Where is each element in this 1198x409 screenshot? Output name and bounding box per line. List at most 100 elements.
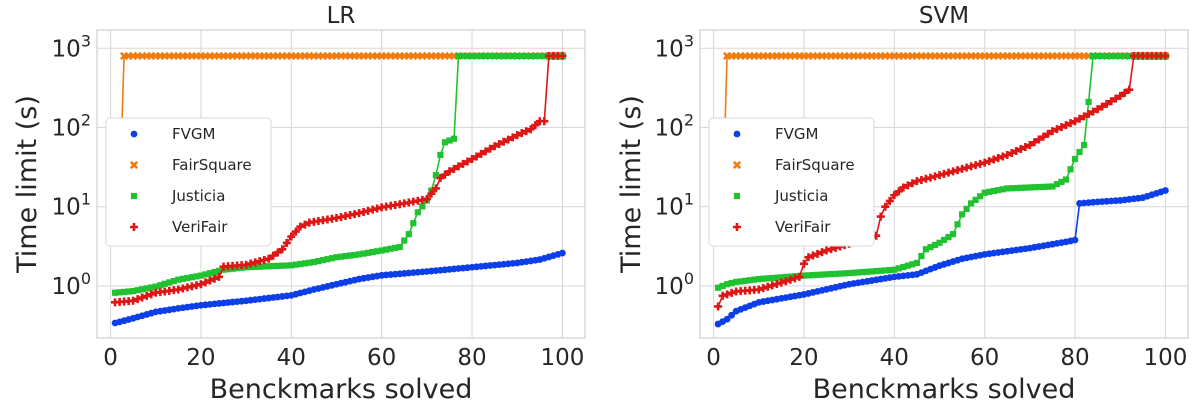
legend-label: VeriFair [172,218,228,236]
x-tick-label: 100 [1143,345,1187,371]
verifair-point [300,220,309,229]
verifair-point [876,212,885,221]
verifair-point [445,167,454,176]
justicia-point [836,270,844,277]
verifair-point [786,275,795,284]
verifair-point [881,202,890,211]
verifair-point [526,125,535,134]
verifair-point [138,293,147,302]
justicia-point [755,275,762,283]
justicia-point [882,267,889,274]
x-tick-label: 60 [367,345,396,371]
justicia-point [1008,185,1015,192]
justicia-point [1067,166,1074,173]
verifair-point [427,189,436,198]
verifair-point [1098,102,1107,111]
y-tick-label: 103 [52,31,91,62]
justicia-point [981,189,988,196]
justicia-point [301,260,308,267]
verifair-point [899,183,908,192]
verifair-point [1107,97,1116,106]
justicia-point [868,268,875,275]
justicia-point [1080,141,1088,149]
legend-label: Justicia [171,187,225,205]
x-axis-label: Benckmarks solved [210,374,473,405]
justicia-point [270,262,277,270]
verifair-point [558,51,567,60]
legend-box [708,117,875,247]
justicia-point [121,288,128,296]
verifair-point [459,159,467,168]
verifair-point [763,282,772,291]
y-tick-label: 101 [655,190,694,221]
legend: FVGM FairSquare Justicia VeriFair [105,117,272,247]
justicia-point [455,52,462,60]
justicia-point [958,211,966,218]
justicia-point [954,221,961,228]
verifair-point [147,290,156,299]
justicia-point [827,271,835,278]
justicia-point [913,259,920,267]
verifair-point [440,170,449,179]
verifair-point [1111,94,1120,103]
verifair-point [1057,123,1066,132]
justicia-point [116,289,123,296]
verifair-point [468,154,477,163]
justicia-point [283,262,290,269]
legend-label: FairSquare [775,156,855,174]
verifair-point [1161,51,1170,60]
x-tick-label: 20 [186,345,215,371]
justicia-point [202,271,209,278]
verifair-point [1007,148,1016,157]
legend: FVGM FairSquare Justicia VeriFair [708,117,875,247]
svm-panel: SVM 0 20 40 60 80 100 100 101 102 103 Benck… [616,3,1189,405]
verifair-point [894,187,903,196]
x-axis-label: Benckmarks solved [813,374,1076,405]
justicia-point [319,257,327,264]
justicia-point [170,277,177,285]
justicia-point [909,261,916,268]
chart-title: SVM [919,3,969,29]
verifair-marker-icon [130,223,138,231]
justicia-point [809,271,817,279]
verifair-point [278,245,287,254]
justicia-point [365,249,372,256]
verifair-point [522,127,531,136]
justicia-point [760,275,767,282]
justicia-point [918,253,925,260]
legend-box [105,117,272,247]
legend-entry-fvgm: FVGM [130,125,215,143]
justicia-point [922,246,930,253]
fairsquare-marker-icon [129,160,139,170]
justicia-point [859,269,866,276]
y-tick-labels: 100 101 102 103 [52,31,91,300]
justicia-point [977,193,984,200]
justicia-point [148,284,155,291]
verifair-point [422,195,431,204]
verifair-point [989,155,998,164]
verifair-point [210,274,219,283]
verifair-point [808,251,817,260]
legend-label: Justicia [774,187,828,205]
verifair-point [436,174,445,183]
verifair-point [908,179,917,188]
verifair-point [1075,114,1084,123]
legend-entry-justicia: Justicia [733,187,828,205]
justicia-point [764,275,771,282]
justicia-point [891,266,898,273]
legend-entry-fairsquare: FairSquare [129,156,252,174]
verifair-point [885,196,894,205]
verifair-point [1030,138,1039,147]
justicia-point [900,263,907,271]
verifair-point [818,248,826,257]
verifair-point [777,278,786,287]
justicia-point [437,151,444,159]
verifair-point [454,162,463,171]
justicia-point [166,279,173,286]
verifair-point [463,157,472,166]
justicia-point [990,187,997,195]
justicia-point [211,268,218,276]
justicia-point [1090,52,1097,60]
justicia-point [401,237,408,244]
verifair-point [490,142,499,151]
